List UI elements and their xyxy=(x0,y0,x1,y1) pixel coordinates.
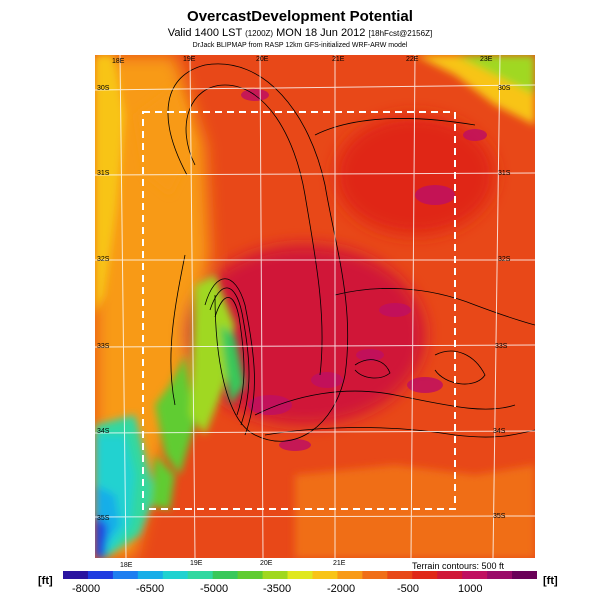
lon-label-top: 19E xyxy=(183,56,196,63)
colorbar-swatch xyxy=(337,571,363,579)
colorbar-label: -500 xyxy=(397,583,420,595)
lat-label-left: 30S xyxy=(97,85,110,92)
lon-label-bottom: 18E xyxy=(120,562,133,569)
colorbar-swatch xyxy=(387,571,413,579)
colorbar-label: 1000 xyxy=(458,583,483,595)
colorbar-swatch xyxy=(312,571,338,579)
lat-label-left: 33S xyxy=(97,343,110,350)
forecast-run: [18hFcst@2156Z] xyxy=(368,29,433,38)
terrain-contour-note: Terrain contours: 500 ft xyxy=(411,561,504,571)
colorbar-swatch xyxy=(63,571,89,579)
model-credit: DrJack BLIPMAP from RASP 12km GFS-initia… xyxy=(192,42,408,49)
lon-label-top: 18E xyxy=(112,58,125,65)
colorbar-swatch xyxy=(412,571,438,579)
unit-label-left: [ft] xyxy=(38,575,53,587)
lat-label-right: 32S xyxy=(498,256,511,263)
lat-label-left: 34S xyxy=(97,428,110,435)
colorbar-label: -8000 xyxy=(72,583,101,595)
lon-label-top: 21E xyxy=(332,56,345,63)
chart-subtitle: Valid 1400 LST (1200Z) MON 18 Jun 2012 [… xyxy=(0,27,600,39)
colorbar-swatch xyxy=(212,571,239,579)
lat-label-right: 33S xyxy=(495,343,508,350)
colorbar-swatch xyxy=(237,571,264,579)
colorbar-swatch xyxy=(462,571,488,579)
chart-title: OvercastDevelopment Potential xyxy=(187,8,413,25)
colorbar-swatch xyxy=(512,571,537,579)
colorbar-swatch xyxy=(187,571,214,579)
colorbar-swatch xyxy=(87,571,114,579)
overcast-field xyxy=(95,55,535,558)
colorbar-label: -6500 xyxy=(136,583,165,595)
colorbar-label: -5000 xyxy=(200,583,229,595)
colorbar xyxy=(63,571,537,579)
colorbar-swatch xyxy=(262,571,289,579)
colorbar-swatch xyxy=(112,571,139,579)
lon-label-bottom: 20E xyxy=(260,560,273,567)
unit-label-right: [ft] xyxy=(543,575,558,587)
colorbar-swatch xyxy=(487,571,513,579)
lon-label-bottom: 21E xyxy=(333,560,346,567)
lat-label-left: 35S xyxy=(97,515,110,522)
colorbar-label: -3500 xyxy=(263,583,292,595)
lon-label-bottom: 19E xyxy=(190,560,203,567)
colorbar-swatch xyxy=(437,571,463,579)
colorbar-swatch xyxy=(287,571,313,579)
lat-label-right: 31S xyxy=(498,170,511,177)
lon-label-top: 20E xyxy=(256,56,269,63)
lat-label-left: 32S xyxy=(97,256,110,263)
lat-label-right: 35S xyxy=(493,513,506,520)
colorbar-label: -2000 xyxy=(327,583,356,595)
terrain-contours xyxy=(167,63,535,442)
lat-label-right: 34S xyxy=(493,428,506,435)
forecast-map xyxy=(95,55,535,558)
forecast-date: MON 18 Jun 2012 xyxy=(276,27,366,39)
colorbar-swatch xyxy=(362,571,388,579)
domain-boundary xyxy=(142,111,456,510)
lon-label-top: 23E xyxy=(480,56,493,63)
lat-label-right: 30S xyxy=(498,85,511,92)
lon-label-top: 22E xyxy=(406,56,419,63)
colorbar-swatch xyxy=(137,571,164,579)
lat-label-left: 31S xyxy=(97,170,110,177)
utc-time: (1200Z) xyxy=(245,29,274,38)
lat-lon-grid xyxy=(95,55,535,558)
colorbar-swatch xyxy=(162,571,189,579)
valid-time: Valid 1400 LST xyxy=(167,27,242,39)
